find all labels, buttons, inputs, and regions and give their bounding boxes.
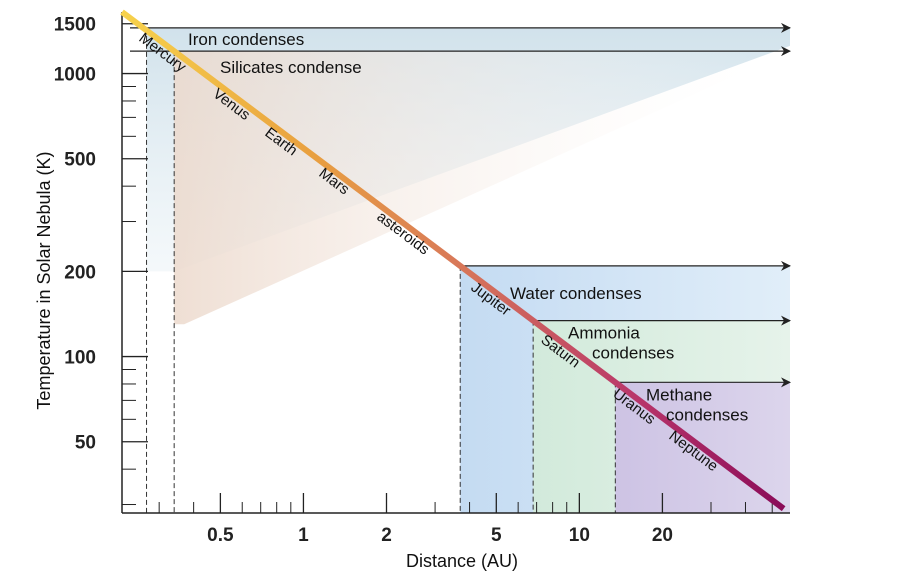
region-label-iron-region: Iron condenses — [188, 30, 304, 49]
x-tick-label: 5 — [491, 525, 502, 546]
region-label-water-region: Water condenses — [510, 284, 642, 303]
silicates-region — [174, 51, 790, 325]
region-label-methane-region: Methane condenses — [646, 385, 748, 424]
axes: 50 100 200 500 1000 1500 0.5 1 2 5 10 20 Distance (A… — [34, 12, 790, 571]
temperature-curve-layer — [120, 9, 786, 512]
region-label-silicates-region: Silicates condense — [220, 58, 362, 77]
y-tick-label: 500 — [64, 150, 96, 171]
x-tick-label: 2 — [381, 525, 392, 546]
y-tick-label: 100 — [64, 348, 96, 369]
region-label-ammonia-region: Ammonia condenses — [568, 324, 674, 363]
y-tick-label: 50 — [75, 433, 96, 454]
x-tick-label: 20 — [652, 525, 673, 546]
x-tick-label: 1 — [298, 525, 309, 546]
y-tick-label: 1000 — [54, 65, 96, 86]
x-tick-label: 0.5 — [207, 525, 234, 546]
y-axis-title: Temperature in Solar Nebula (K) — [34, 151, 54, 409]
temperature-curve — [120, 9, 786, 512]
y-tick-label: 200 — [64, 262, 96, 283]
y-tick-label: 1500 — [54, 15, 96, 36]
x-tick-label: 10 — [569, 525, 590, 546]
x-axis-title: Distance (AU) — [406, 551, 518, 571]
